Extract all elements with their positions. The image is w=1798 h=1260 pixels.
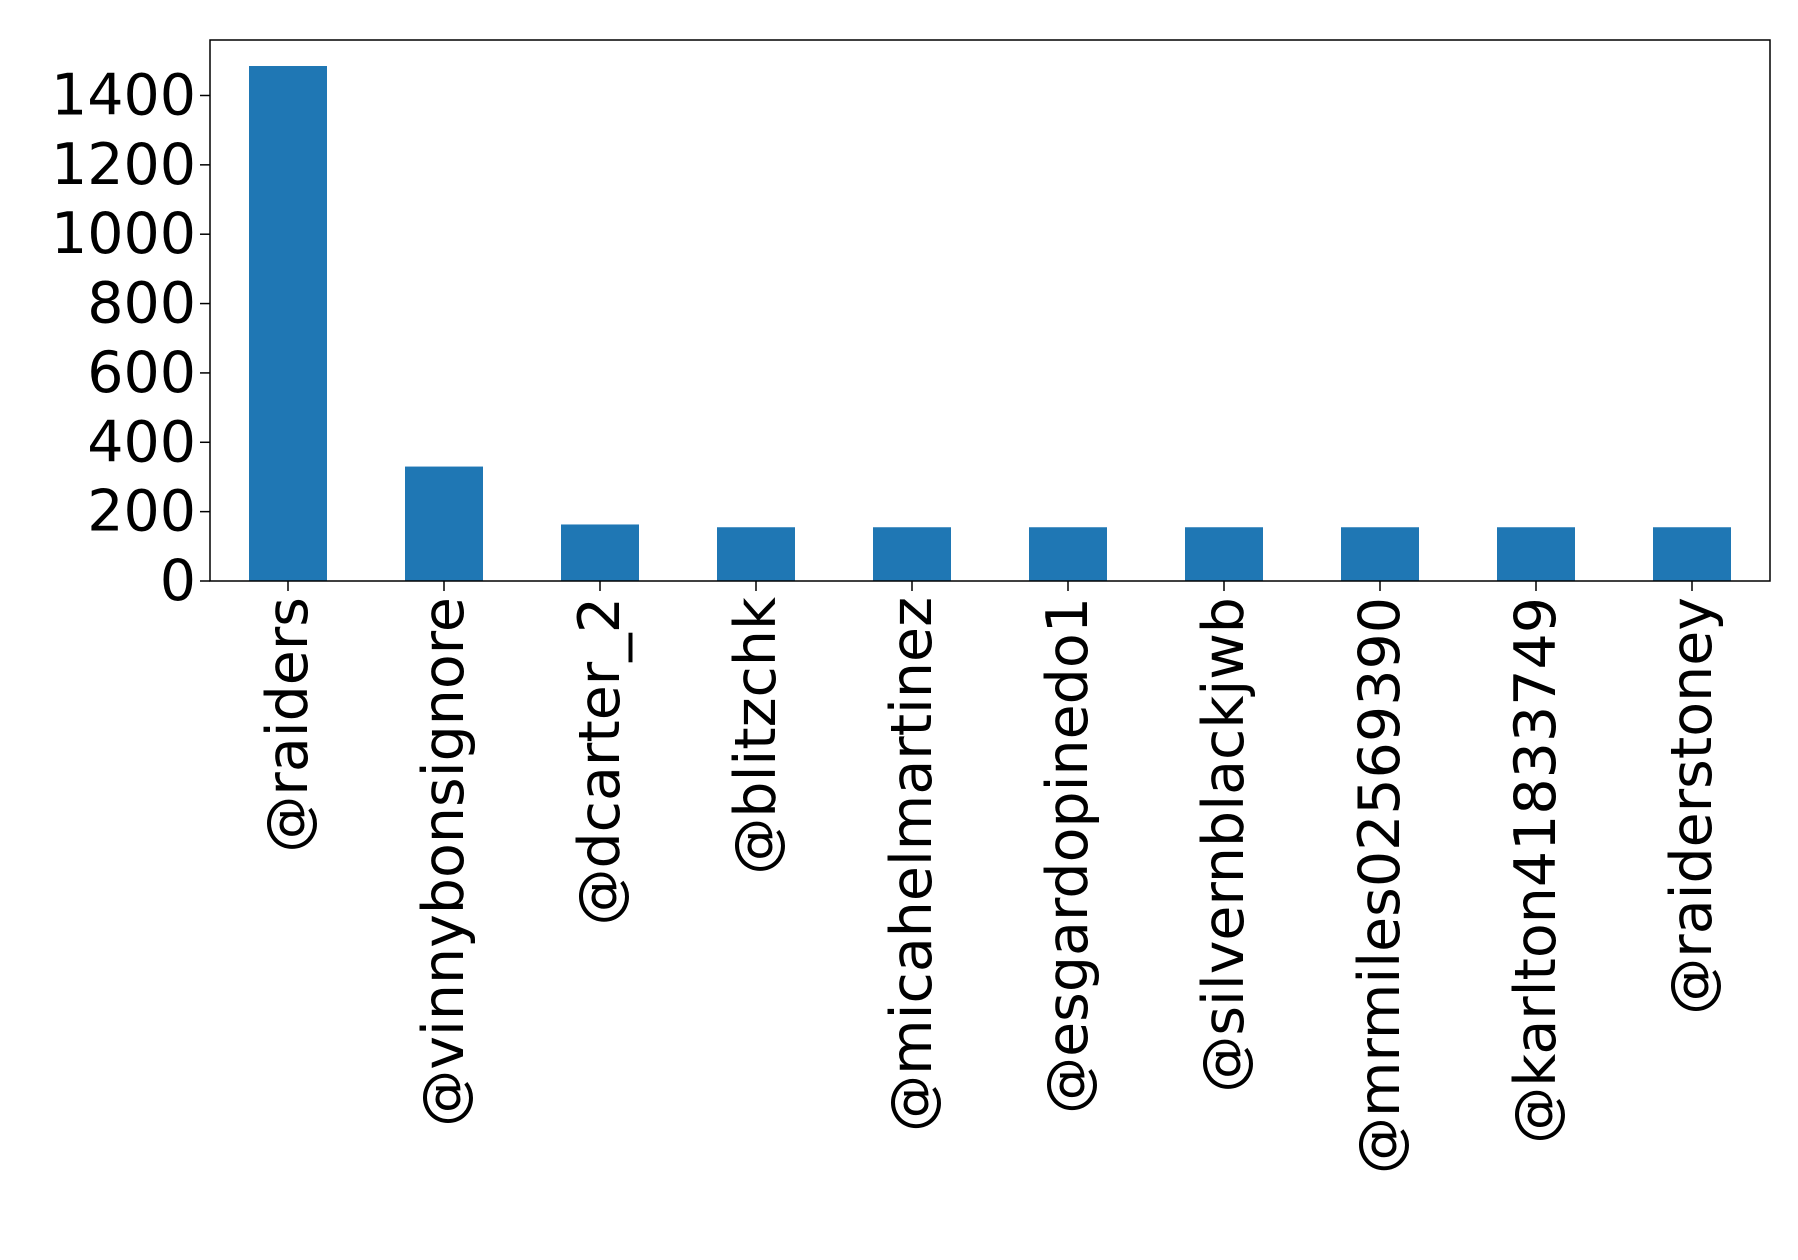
x-tick-label: @dcarter_2 <box>567 597 633 926</box>
bar-mrmiles02569390 <box>1341 527 1419 581</box>
bar-silvernblackjwb <box>1185 527 1263 581</box>
bar-vinnybonsignore <box>405 466 483 581</box>
x-tick-label: @raiderstoney <box>1659 597 1725 1015</box>
x-tick-label: @mrmiles02569390 <box>1347 597 1413 1174</box>
x-tick-label: @micahelmartinez <box>879 597 945 1132</box>
bar-raiderstoney <box>1653 527 1731 581</box>
bar-esgardopinedo1 <box>1029 527 1107 581</box>
y-tick-label: 1200 <box>51 132 196 198</box>
bar-raiders <box>249 66 327 581</box>
y-tick-label: 400 <box>87 409 196 475</box>
x-axis: @raiders @vinnybonsignore @dcarter_2 @blitz… <box>255 581 1725 1174</box>
y-tick-label: 800 <box>87 271 196 337</box>
x-tick-label: @silvernblackjwb <box>1191 597 1257 1093</box>
bar-blitzchk <box>717 527 795 581</box>
y-tick-label: 1400 <box>51 62 196 128</box>
y-tick-label: 200 <box>87 479 196 545</box>
plot-area-frame <box>209 39 1771 582</box>
bars-group <box>249 66 1731 581</box>
x-tick-label: @vinnybonsignore <box>411 597 477 1127</box>
bar-micahelmartinez <box>873 527 951 581</box>
y-tick-label: 0 <box>160 548 196 614</box>
x-tick-label: @raiders <box>255 597 321 853</box>
y-tick-label: 600 <box>87 340 196 406</box>
x-tick-label: @blitzchk <box>723 597 789 875</box>
y-tick-label: 1000 <box>51 201 196 267</box>
x-tick-label: @esgardopinedo1 <box>1035 597 1101 1114</box>
bar-karlton41833749 <box>1497 527 1575 581</box>
bar-dcarter-2 <box>561 524 639 581</box>
x-tick-label: @karlton41833749 <box>1503 597 1569 1144</box>
